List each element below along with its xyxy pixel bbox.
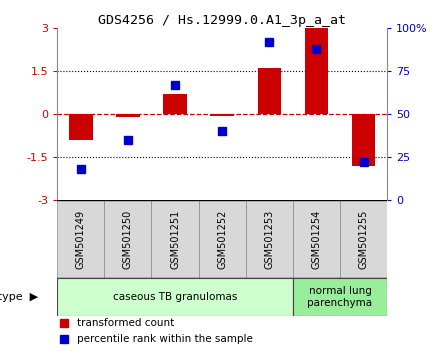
Bar [293, 200, 340, 278]
Text: GSM501254: GSM501254 [312, 210, 322, 269]
Text: GSM501253: GSM501253 [264, 210, 275, 269]
Text: GSM501249: GSM501249 [76, 210, 86, 269]
Bar [198, 200, 246, 278]
Title: GDS4256 / Hs.12999.0.A1_3p_a_at: GDS4256 / Hs.12999.0.A1_3p_a_at [98, 14, 346, 27]
Text: GSM501250: GSM501250 [123, 210, 133, 269]
Bar [69, 114, 92, 140]
Bar [104, 200, 151, 278]
Bar [116, 114, 140, 117]
Bar [305, 28, 328, 114]
Bar [293, 278, 387, 316]
Text: caseous TB granulomas: caseous TB granulomas [113, 292, 237, 302]
Text: transformed count: transformed count [77, 319, 174, 329]
Bar [151, 200, 198, 278]
Bar [163, 94, 187, 114]
Bar [340, 200, 387, 278]
Bar [246, 200, 293, 278]
Text: percentile rank within the sample: percentile rank within the sample [77, 334, 253, 344]
Text: GSM501255: GSM501255 [359, 210, 369, 269]
Bar [257, 68, 281, 114]
Text: normal lung
parenchyma: normal lung parenchyma [308, 286, 373, 308]
Bar [210, 114, 234, 116]
Text: GSM501251: GSM501251 [170, 210, 180, 269]
Bar [57, 278, 293, 316]
Text: GSM501252: GSM501252 [217, 210, 227, 269]
Bar [352, 114, 375, 166]
Bar [57, 200, 104, 278]
Text: cell type  ▶: cell type ▶ [0, 292, 38, 302]
